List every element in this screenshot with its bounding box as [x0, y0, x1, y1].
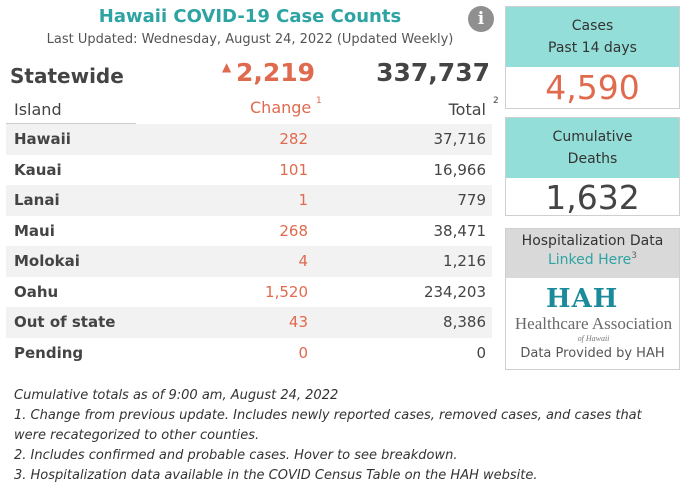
- hospitalization-header: Hospitalization Data Linked Here3: [506, 229, 679, 278]
- island-total: 0: [476, 343, 486, 362]
- island-change: 101: [279, 160, 308, 179]
- note-cumulative: Cumulative totals as of 9:00 am, August …: [14, 388, 339, 403]
- island-change: 1,520: [265, 282, 308, 301]
- hospitalization-link[interactable]: Linked Here: [547, 252, 632, 268]
- island-change: 268: [279, 221, 308, 240]
- footnote-marker-3: 3: [631, 251, 638, 261]
- table-row[interactable]: Hawaii 282 37,716: [6, 124, 492, 155]
- island-table: Hawaii 282 37,716 Kauai 101 16,966 Lanai…: [6, 124, 492, 368]
- island-total: 234,203: [423, 282, 486, 301]
- statewide-total: 337,737: [376, 58, 490, 87]
- table-row[interactable]: Oahu 1,520 234,203: [6, 277, 492, 308]
- hospitalization-card: Hospitalization Data Linked Here3 HAH He…: [505, 228, 680, 370]
- island-name: Maui: [14, 221, 55, 240]
- hah-logo-mark: HAH: [546, 284, 619, 314]
- deaths-card-header: Cumulative Deaths: [506, 118, 679, 178]
- footnote-marker-2: 2: [493, 96, 499, 106]
- table-row[interactable]: Kauai 101 16,966: [6, 155, 492, 186]
- cumulative-deaths-card: Cumulative Deaths 1,632: [505, 117, 680, 217]
- island-total: 1,216: [443, 252, 486, 271]
- island-name: Kauai: [14, 160, 62, 179]
- hah-credit: Data Provided by HAH: [520, 346, 665, 361]
- hah-logo[interactable]: HAH Healthcare Association of Hawaii: [506, 278, 679, 346]
- hah-logo-subtext: of Hawaii: [577, 334, 610, 343]
- hospitalization-title: Hospitalization Data: [521, 233, 664, 249]
- cases-card-header: Cases Past 14 days: [506, 7, 679, 67]
- island-name: Hawaii: [14, 130, 71, 149]
- cases-card-title-1: Cases: [571, 18, 614, 34]
- deaths-card-value: 1,632: [545, 178, 640, 217]
- table-row[interactable]: Pending 0 0: [6, 338, 492, 369]
- note-2: 2. Includes confirmed and probable cases…: [14, 448, 458, 463]
- island-total: 37,716: [433, 130, 487, 149]
- island-total: 16,966: [433, 160, 487, 179]
- island-name: Oahu: [14, 282, 59, 301]
- column-header-change: Change: [250, 98, 312, 117]
- footnote-marker-1: 1: [316, 96, 322, 106]
- cases-14-day-card: Cases Past 14 days 4,590: [505, 6, 680, 109]
- island-total: 779: [457, 191, 486, 210]
- column-header-island: Island: [14, 100, 62, 119]
- last-updated-text: Last Updated: Wednesday, August 24, 2022…: [46, 32, 454, 47]
- island-name: Molokai: [14, 252, 80, 271]
- page-title: Hawaii COVID-19 Case Counts: [98, 6, 402, 27]
- island-change: 1: [298, 191, 308, 210]
- deaths-card-title-1: Cumulative: [552, 129, 633, 145]
- island-name: Pending: [14, 343, 84, 362]
- note-3: 3. Hospitalization data available in the…: [14, 468, 538, 483]
- island-change: 43: [288, 313, 308, 332]
- column-header-total: Total: [448, 100, 486, 119]
- statewide-label: Statewide: [10, 64, 124, 88]
- deaths-card-title-2: Deaths: [567, 151, 618, 167]
- island-name: Lanai: [14, 191, 60, 210]
- statewide-change-value: 2,219: [236, 58, 316, 87]
- island-name: Out of state: [14, 313, 116, 332]
- cases-card-value: 4,590: [545, 68, 640, 107]
- island-change: 282: [279, 130, 308, 149]
- table-row[interactable]: Maui 268 38,471: [6, 216, 492, 247]
- island-change: 0: [298, 343, 308, 362]
- up-arrow-icon: ▲: [222, 60, 232, 74]
- table-row[interactable]: Out of state 43 8,386: [6, 307, 492, 338]
- island-total: 8,386: [443, 313, 486, 332]
- statewide-change: 2,219: [220, 58, 315, 87]
- island-total: 38,471: [433, 221, 487, 240]
- hah-logo-text: Healthcare Association: [514, 314, 673, 333]
- info-icon[interactable]: i: [468, 6, 494, 32]
- header-divider: [6, 123, 136, 124]
- footnotes: Cumulative totals as of 9:00 am, August …: [14, 386, 674, 486]
- note-1: 1. Change from previous update. Includes…: [14, 408, 642, 443]
- cases-card-title-2: Past 14 days: [548, 40, 637, 56]
- table-row[interactable]: Lanai 1 779: [6, 185, 492, 216]
- table-row[interactable]: Molokai 4 1,216: [6, 246, 492, 277]
- island-change: 4: [298, 252, 308, 271]
